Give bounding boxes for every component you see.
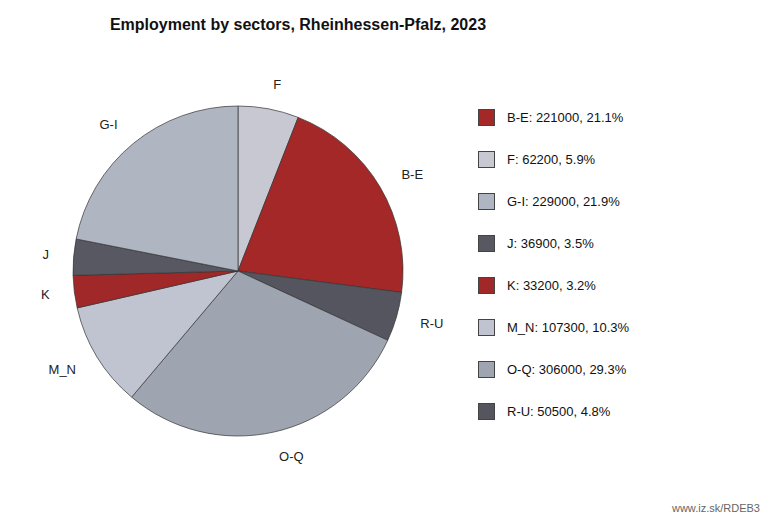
html-text:Employment by sectors, Rheinhe: Employment by sectors, Rheinhessen-Pfalz…: [109, 16, 487, 33]
html-text:G-I: 229000, 21.9%: G-I: 229000, 21.9%: [507, 193, 620, 209]
svg-text:G-I: G-I: [99, 117, 117, 132]
html-text:K: 33200, 3.2%: K: 33200, 3.2%: [507, 277, 596, 293]
svg-text:R-U: R-U: [420, 316, 443, 331]
html-text:J: 36900, 3.5%: J: 36900, 3.5%: [507, 235, 594, 251]
svg-text:O-Q: O-Q: [279, 449, 304, 464]
svg-text:B-E: B-E: [401, 167, 423, 182]
svg-text:M_N: M_N: [49, 362, 76, 377]
svg-text:F: F: [273, 77, 281, 92]
html-text:B-E: 221000, 21.1%: B-E: 221000, 21.1%: [507, 109, 624, 125]
html-text:M_N: 107300, 10.3%: M_N: 107300, 10.3%: [507, 319, 630, 335]
html-text:www.iz.sk/RDEB3: www.iz.sk/RDEB3: [672, 502, 760, 514]
svg-text:J: J: [42, 247, 49, 262]
html-text:F: 62200, 5.9%: F: 62200, 5.9%: [507, 151, 596, 167]
svg-text:K: K: [41, 287, 50, 302]
html-text:O-Q: 306000, 29.3%: O-Q: 306000, 29.3%: [507, 361, 627, 377]
html-text:R-U: 50500, 4.8%: R-U: 50500, 4.8%: [507, 403, 611, 419]
